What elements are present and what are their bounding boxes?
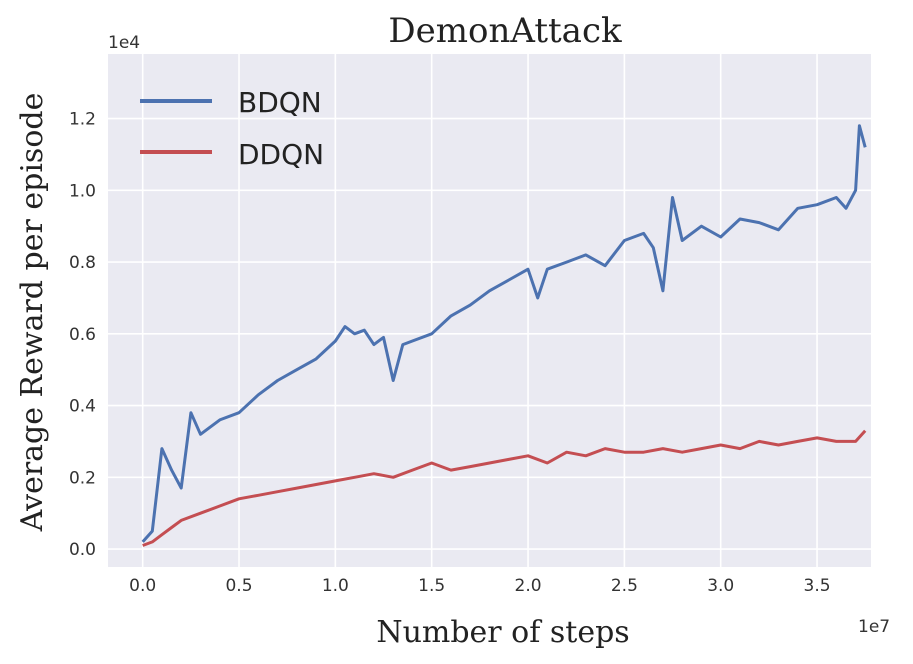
y-tick-labels: 0.0 0.2 0.4 0.6 0.8 1.0 1.2 <box>69 110 96 560</box>
x-tick-label-0: 0.0 <box>129 576 156 596</box>
y-axis-exponent: 1e4 <box>108 33 140 53</box>
chart-title: DemonAttack <box>388 11 622 51</box>
y-tick-label-2: 0.4 <box>69 397 96 417</box>
y-tick-label-6: 1.2 <box>69 110 96 130</box>
legend: BDQN DDQN <box>140 86 324 171</box>
x-tick-label-1: 0.5 <box>225 576 252 596</box>
y-tick-label-1: 0.2 <box>69 468 96 488</box>
x-tick-label-6: 3.0 <box>707 576 734 596</box>
x-tick-label-4: 2.0 <box>515 576 542 596</box>
plot-area <box>108 54 871 567</box>
y-tick-label-0: 0.0 <box>69 540 96 560</box>
series-line-bdqn <box>141 124 867 543</box>
grid-lines <box>108 54 871 567</box>
series-line-ddqn <box>142 429 867 547</box>
x-tick-labels: 0.0 0.5 1.0 1.5 2.0 2.5 3.0 3.5 <box>129 576 830 596</box>
x-tick-label-3: 1.5 <box>418 576 445 596</box>
legend-label-bdqn: BDQN <box>238 86 322 119</box>
x-tick-label-5: 2.5 <box>611 576 638 596</box>
y-tick-label-4: 0.8 <box>69 253 96 273</box>
x-axis-label: Number of steps <box>376 615 629 650</box>
x-tick-label-7: 3.5 <box>804 576 831 596</box>
y-tick-label-5: 1.0 <box>69 181 96 201</box>
legend-label-ddqn: DDQN <box>238 138 324 171</box>
y-axis-label: Average Reward per episode <box>15 93 50 533</box>
x-tick-label-2: 1.0 <box>322 576 349 596</box>
series-layer <box>141 124 867 547</box>
x-axis-exponent: 1e7 <box>858 617 890 637</box>
y-tick-label-3: 0.6 <box>69 325 96 345</box>
